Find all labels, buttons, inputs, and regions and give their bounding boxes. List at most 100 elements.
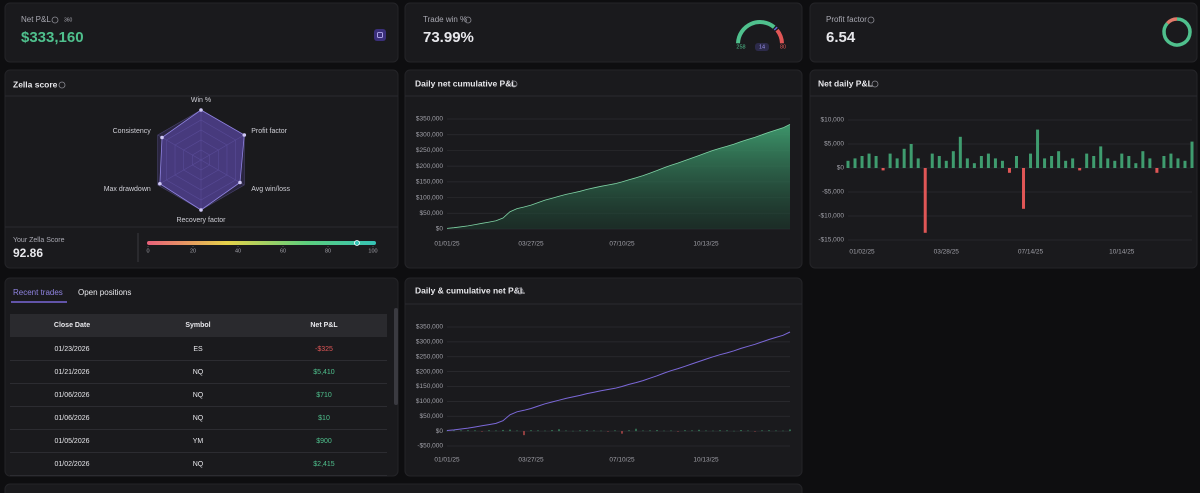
y-tick-label: $50,000 <box>420 413 444 420</box>
bar <box>614 430 616 432</box>
column-header: Close Date <box>54 322 90 329</box>
table-cell: 01/02/2026 <box>54 461 89 468</box>
score-value: 92.86 <box>13 246 43 260</box>
bar <box>1169 153 1173 168</box>
info-icon <box>58 81 66 89</box>
bar <box>1148 158 1152 168</box>
gauge-label: 80 <box>780 44 786 50</box>
bar <box>1043 158 1047 168</box>
bar <box>979 156 983 168</box>
bar <box>881 168 885 171</box>
bar <box>1092 156 1096 168</box>
bar <box>993 158 997 168</box>
net-daily-card <box>809 69 1198 269</box>
bar <box>1057 151 1061 168</box>
bar <box>1014 156 1018 168</box>
x-tick-label: 07/10/25 <box>609 241 635 248</box>
ring-segment <box>1162 17 1192 47</box>
bar <box>467 430 469 432</box>
table-cell: 01/06/2026 <box>54 392 89 399</box>
y-tick-label: $200,000 <box>416 368 443 375</box>
kpi-button[interactable] <box>374 29 386 41</box>
radar-label: Recovery factor <box>176 217 226 224</box>
info-icon <box>867 16 875 24</box>
bar <box>474 430 476 432</box>
bar <box>930 153 934 168</box>
score-marker <box>354 240 360 246</box>
y-tick-label: -$5,000 <box>822 189 844 196</box>
bar <box>544 430 546 432</box>
x-tick-label: 10/13/25 <box>693 241 719 248</box>
bar <box>768 430 770 432</box>
radar-label: Max drawdown <box>104 186 151 193</box>
bar <box>586 430 588 432</box>
bar <box>460 430 462 432</box>
y-tick-label: $100,000 <box>416 194 443 201</box>
bar <box>684 430 686 432</box>
bar <box>691 430 693 432</box>
column-header: Net P&L <box>310 322 338 329</box>
bar <box>1113 160 1117 168</box>
y-tick-label: $250,000 <box>416 147 443 154</box>
bar <box>1162 156 1166 168</box>
x-tick-label: 01/01/25 <box>434 457 460 464</box>
bar <box>628 430 630 432</box>
radar-label: Profit factor <box>251 128 287 135</box>
bar <box>916 158 920 168</box>
y-tick-label: $5,000 <box>824 141 844 148</box>
bar <box>670 430 672 432</box>
bar <box>1127 156 1131 168</box>
radar-spoke <box>157 159 202 186</box>
radar-point <box>238 180 242 185</box>
card-title: Daily net cumulative P&L <box>415 78 517 88</box>
net-pnl-card <box>4 2 399 63</box>
x-tick-label: 01/02/25 <box>849 249 875 256</box>
table-header <box>10 314 387 337</box>
scale-tick-label: 0 <box>146 248 149 254</box>
bar <box>733 430 735 432</box>
bar <box>895 158 899 168</box>
bar <box>551 430 553 432</box>
gauge-segment <box>775 28 784 44</box>
bar <box>502 429 504 432</box>
bar <box>1007 168 1011 173</box>
x-tick-label: 07/14/25 <box>1018 249 1044 256</box>
kpi-label: Profit factor <box>826 15 867 24</box>
y-tick-label: $0 <box>837 165 845 172</box>
bar <box>860 156 864 168</box>
gauge-segment <box>736 20 776 44</box>
kpi-label: Net P&L <box>21 15 51 24</box>
bar <box>846 160 850 168</box>
bar <box>775 430 777 432</box>
bar <box>579 430 581 432</box>
kpi-value: 6.54 <box>826 29 856 46</box>
kpi-badge: 360 <box>64 17 73 23</box>
radar-spoke <box>200 159 245 186</box>
bar <box>740 430 742 432</box>
bar <box>902 148 906 168</box>
area-fill <box>447 124 790 229</box>
bar <box>705 430 707 432</box>
trades-card <box>4 277 399 477</box>
y-tick-label: -$10,000 <box>818 213 844 220</box>
card-title: Daily & cumulative net P&L <box>415 285 525 295</box>
radar-spoke <box>157 134 202 161</box>
bar <box>488 430 490 432</box>
bar <box>782 430 784 432</box>
info-icon <box>516 287 524 295</box>
tab[interactable]: Recent trades <box>13 288 63 297</box>
tab[interactable]: Open positions <box>78 288 131 297</box>
info-icon <box>871 80 879 88</box>
y-tick-label: -$50,000 <box>417 443 443 450</box>
bar <box>909 144 913 168</box>
bar <box>565 430 567 432</box>
bar <box>600 430 602 432</box>
bar <box>923 168 927 233</box>
bar <box>1141 151 1145 168</box>
card-title: Net daily P&L <box>818 78 873 88</box>
bar <box>1085 153 1089 168</box>
table-cell: NQ <box>193 415 204 422</box>
table-cell: NQ <box>193 392 204 399</box>
y-tick-label: $350,000 <box>416 324 443 331</box>
